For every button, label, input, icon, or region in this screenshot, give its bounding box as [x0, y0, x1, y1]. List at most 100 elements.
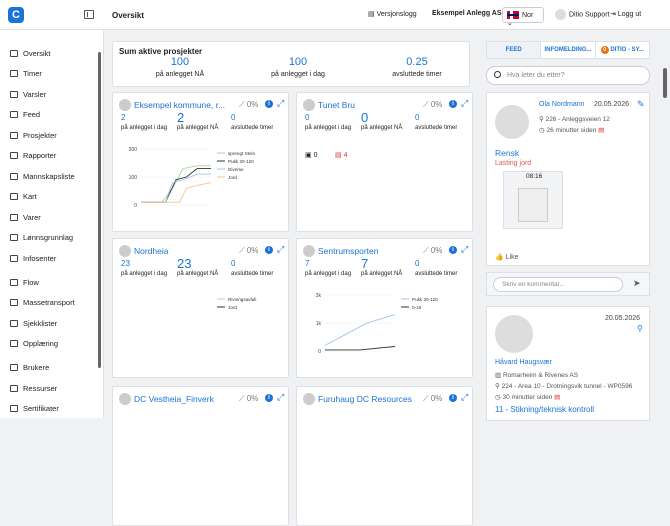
- sidebar-item-brukere[interactable]: Brukere: [10, 363, 49, 372]
- logout-button[interactable]: ⇥ Logg ut: [610, 11, 642, 18]
- project-avatar: [119, 99, 131, 111]
- info-icon[interactable]: i: [449, 394, 457, 402]
- edit-icon[interactable]: ✎: [637, 99, 645, 109]
- tab-infomelding[interactable]: INFOMELDING...: [541, 42, 596, 58]
- top-bar: C Oversikt ▤ Versjonslogg Eksempel Anleg…: [0, 0, 670, 30]
- sidebar-item-massetransport[interactable]: Massetransport: [10, 298, 75, 307]
- tab-ditio-system[interactable]: 0 DITIO - SY...: [596, 42, 649, 58]
- feed-post[interactable]: Ola Nordmann 20.05.2026 ✎ ⚲ 226 - Anlegg…: [486, 92, 650, 266]
- video-thumbnail[interactable]: 08:16: [503, 171, 563, 229]
- post-author[interactable]: Ola Nordmann: [539, 101, 585, 108]
- project-name[interactable]: Nordheia: [134, 246, 169, 256]
- y-tick-label: 0: [318, 349, 321, 355]
- project-card[interactable]: Tunet Bru ⟋ 0% i ⤢ 0 0 0 på anlegget i d…: [296, 92, 473, 232]
- sidebar-item-oversikt[interactable]: Oversikt: [10, 49, 51, 58]
- sidebar-item-varsler[interactable]: Varsler: [10, 90, 46, 99]
- sidebar-item-prosjekter[interactable]: Prosjekter: [10, 131, 57, 140]
- series-line: [324, 314, 396, 346]
- feed-post[interactable]: 20.05.2026 ⚲ Håvard Haugsvær ▥ Romarheim…: [486, 306, 650, 421]
- video-frame: [518, 188, 548, 222]
- expand-icon[interactable]: ⤢: [461, 98, 469, 108]
- progress-percent: ⟋ 0%: [239, 246, 259, 255]
- stat-now: 2: [177, 110, 185, 125]
- project-name[interactable]: DC Vestheia_Finverk: [134, 394, 214, 404]
- document-icon: ▤: [335, 152, 344, 159]
- changelog-link[interactable]: ▤ Versjonslogg: [368, 11, 417, 18]
- project-card[interactable]: Furuhaug DC Resources ⟋ 0% i ⤢: [296, 386, 473, 526]
- post-author[interactable]: Håvard Haugsvær: [495, 359, 552, 366]
- sidebar-item-mannskapsliste[interactable]: Mannskapsliste: [10, 172, 75, 181]
- clock-icon: ◷: [539, 127, 547, 134]
- summary-label: på anlegget i dag: [271, 71, 325, 78]
- feed-scrollbar[interactable]: [663, 68, 667, 98]
- sidebar-item-feed[interactable]: Feed: [10, 110, 40, 119]
- thumbs-up-icon: 👍: [495, 254, 506, 261]
- sidebar-item-varer[interactable]: Varer: [10, 213, 41, 222]
- pin-icon[interactable]: ⚲: [637, 324, 643, 333]
- info-icon: [10, 255, 18, 262]
- language-select[interactable]: Nor ⌄: [502, 7, 544, 27]
- site-name[interactable]: Eksempel Anlegg AS: [432, 10, 502, 17]
- expand-icon[interactable]: ⤢: [461, 244, 469, 254]
- project-avatar: [303, 393, 315, 405]
- tab-feed[interactable]: FEED: [487, 42, 542, 58]
- comment-box: Skriv en kommentar... ➤: [486, 272, 650, 296]
- project-card[interactable]: Sentrumsporten ⟋ 0% i ⤢ 7 7 0 på anlegge…: [296, 238, 473, 378]
- sidebar-item-sjekklister[interactable]: Sjekklister: [10, 319, 57, 328]
- project-name[interactable]: Furuhaug DC Resources: [318, 394, 413, 404]
- app-logo[interactable]: C: [8, 7, 24, 23]
- project-name[interactable]: Tunet Bru: [318, 100, 356, 110]
- stat-closed: 0: [231, 113, 236, 122]
- training-icon: [10, 340, 18, 347]
- expand-icon[interactable]: ⤢: [461, 392, 469, 402]
- info-icon[interactable]: i: [265, 394, 273, 402]
- series-line: [141, 182, 212, 203]
- sidebar-item-sertifikater[interactable]: Sertifikater: [10, 404, 59, 413]
- sidebar-item-rapporter[interactable]: Rapporter: [10, 151, 56, 160]
- doc-icon: ▤: [368, 11, 377, 18]
- expand-icon[interactable]: ⤢: [277, 98, 285, 108]
- summary-panel: Sum aktive prosjekter 100 på anlegget NÅ…: [112, 41, 470, 87]
- project-name[interactable]: Eksempel kommune, r...: [134, 100, 226, 110]
- expand-icon[interactable]: ⤢: [277, 392, 285, 402]
- user-menu[interactable]: Ditio Support: [555, 9, 609, 20]
- sidebar-item-ressurser[interactable]: Ressurser: [10, 384, 57, 393]
- sidebar-toggle-icon[interactable]: [84, 10, 94, 19]
- search-icon: [494, 71, 501, 78]
- stat-closed: 0: [415, 113, 420, 122]
- series-line: [141, 173, 211, 203]
- sidebar-item-flow[interactable]: Flow: [10, 278, 39, 287]
- sidebar-scrollbar[interactable]: [98, 52, 101, 368]
- project-name[interactable]: Sentrumsporten: [318, 246, 379, 256]
- info-icon[interactable]: i: [449, 100, 457, 108]
- projects-icon: [10, 132, 18, 139]
- project-card[interactable]: Eksempel kommune, r... ⟋ 0% i ⤢ 2 2 0 på…: [112, 92, 289, 232]
- pin-icon: ⚲: [495, 383, 502, 390]
- sidebar-item-infosenter[interactable]: Infosenter: [10, 254, 56, 263]
- feed-search-input[interactable]: Hva leter du etter?: [486, 66, 650, 85]
- project-card[interactable]: Nordheia ⟋ 0% i ⤢ 23 23 0 på anlegget i …: [112, 238, 289, 378]
- sidebar-item-timer[interactable]: Timer: [10, 69, 42, 78]
- stat-closed: 0: [231, 259, 236, 268]
- y-tick-label: 0: [134, 203, 137, 209]
- sidebar-item-opplaering[interactable]: Opplæring: [10, 339, 58, 348]
- summary-title: Sum aktive prosjekter: [119, 47, 203, 56]
- legend-label: Jord: [228, 175, 237, 180]
- project-card[interactable]: DC Vestheia_Finverk ⟋ 0% i ⤢: [112, 386, 289, 526]
- send-icon[interactable]: ➤: [633, 278, 641, 288]
- expand-icon[interactable]: ⤢: [277, 244, 285, 254]
- sidebar-item-lonnsgrunnlag[interactable]: Lønnsgrunnlag: [10, 233, 73, 242]
- like-button[interactable]: 👍 Like: [495, 254, 519, 261]
- payroll-icon: [10, 234, 18, 241]
- info-icon[interactable]: i: [265, 246, 273, 254]
- stat-today: 7: [305, 259, 310, 268]
- sidebar-item-kart[interactable]: Kart: [10, 192, 37, 201]
- info-icon[interactable]: i: [265, 100, 273, 108]
- comment-input[interactable]: Skriv en kommentar...: [493, 277, 623, 292]
- project-avatar: [119, 245, 131, 257]
- summary-value: 100: [288, 56, 308, 68]
- document-count[interactable]: ▤ 4: [335, 152, 348, 159]
- trend-icon: ⟋: [239, 246, 247, 255]
- info-icon[interactable]: i: [449, 246, 457, 254]
- photo-count[interactable]: ▣ 0: [305, 152, 318, 159]
